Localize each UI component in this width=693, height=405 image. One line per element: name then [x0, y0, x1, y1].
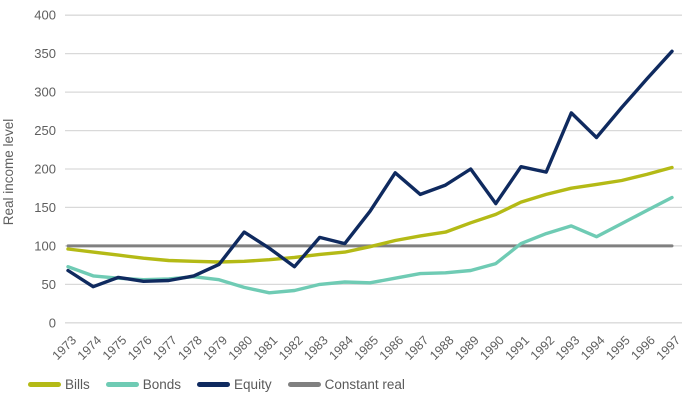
x-tick-label: 1993: [553, 333, 583, 363]
x-tick-label: 1978: [175, 333, 205, 363]
legend-label: Bonds: [142, 377, 182, 392]
legend-item-constant-real: Constant real: [287, 377, 405, 392]
y-tick-label: 300: [34, 85, 56, 100]
legend-marker: [28, 382, 61, 387]
series-line-equity: [66, 49, 674, 289]
x-tick-label: 1975: [100, 333, 130, 363]
legend-label: Bills: [65, 377, 90, 392]
y-tick-label: 200: [34, 162, 56, 177]
legend-marker: [105, 382, 139, 387]
x-tick-label: 1987: [402, 333, 432, 363]
x-tick-label: 1984: [326, 333, 356, 363]
y-tick-label: 0: [49, 315, 56, 330]
legend-item-equity: Equity: [197, 377, 272, 392]
y-tick-label: 400: [34, 8, 56, 23]
x-tick-label: 1985: [352, 333, 382, 363]
legend-marker: [287, 382, 321, 387]
x-tick-label: 1992: [528, 333, 558, 363]
x-tick-label: 1991: [503, 333, 533, 363]
series-line-bills: [66, 165, 674, 264]
x-tick-label: 1982: [276, 333, 306, 363]
x-tick-label: 1974: [75, 333, 105, 363]
y-tick-label: 250: [34, 123, 56, 138]
legend-item-bills: Bills: [28, 377, 90, 392]
x-tick-label: 1979: [201, 333, 231, 363]
x-tick-label: 1986: [377, 333, 407, 363]
legend-label: Equity: [234, 377, 272, 392]
x-tick-label: 1990: [477, 333, 507, 363]
x-tick-label: 1973: [50, 333, 80, 363]
legend-marker: [197, 382, 231, 387]
y-tick-label: 150: [34, 200, 56, 215]
x-tick-label: 1997: [654, 333, 684, 363]
y-tick-label: 100: [34, 238, 56, 253]
x-tick-label: 1989: [452, 333, 482, 363]
x-tick-label: 1981: [251, 333, 281, 363]
legend: Bills Bonds Equity Constant real: [28, 377, 405, 392]
x-tick-label: 1980: [226, 333, 256, 363]
x-tick-label: 1976: [125, 333, 155, 363]
x-tick-label: 1983: [301, 333, 331, 363]
legend-label: Constant real: [324, 377, 405, 392]
legend-item-bonds: Bonds: [105, 377, 182, 392]
y-tick-label: 50: [42, 277, 56, 292]
x-tick-label: 1995: [603, 333, 633, 363]
x-tick-label: 1994: [578, 333, 608, 363]
y-axis-title: Real income level: [1, 119, 16, 226]
x-tick-label: 1977: [150, 333, 180, 363]
x-tick-label: 1988: [427, 333, 457, 363]
y-tick-label: 350: [34, 46, 56, 61]
x-tick-label: 1996: [628, 333, 658, 363]
